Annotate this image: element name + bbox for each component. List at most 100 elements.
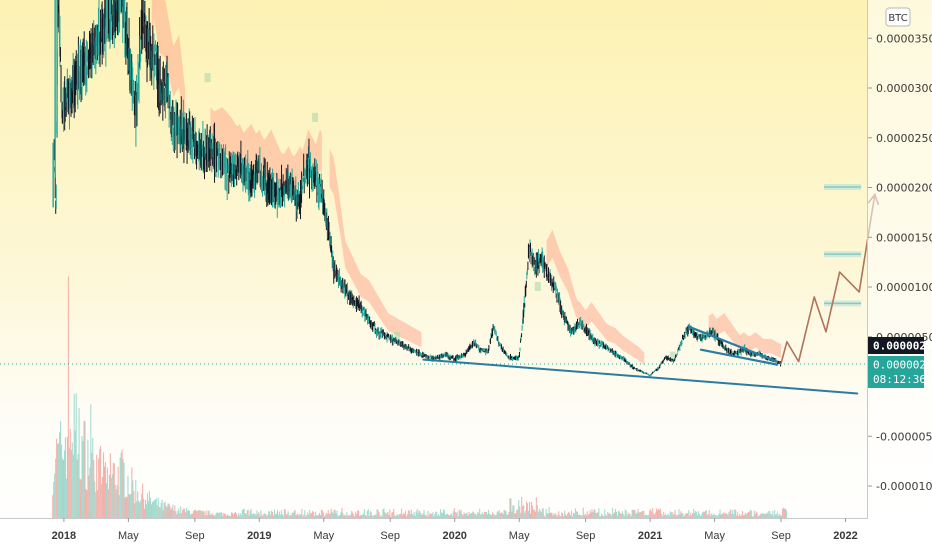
volume-bar (698, 513, 701, 518)
time-tick-label: May (118, 530, 139, 542)
volume-bar (333, 509, 335, 518)
volume-bar (623, 515, 625, 518)
volume-bar (168, 503, 170, 518)
time-tick-label: Sep (185, 530, 205, 542)
volume-bar (746, 513, 748, 518)
volume-bar (652, 508, 654, 518)
volume-bar (658, 509, 661, 518)
volume-bar (132, 480, 134, 518)
volume-bar (548, 507, 550, 518)
volume-bar (219, 512, 221, 518)
price-axis[interactable]: BTC 0.00003500 0.00003000 0.00002500 0.0000… (867, 0, 932, 518)
volume-bar (369, 510, 371, 518)
volume-bar (600, 516, 602, 518)
volume-bar (194, 509, 196, 518)
volume-bar (757, 516, 759, 518)
volume-bar (553, 513, 555, 518)
volume-bar (210, 513, 212, 518)
volume-bar (347, 515, 349, 518)
volume-bar (259, 516, 261, 518)
volume-bar (332, 513, 334, 518)
volume-bar (726, 513, 728, 518)
chart-drawings[interactable] (0, 184, 880, 395)
volume-bar (699, 516, 702, 518)
volume-bar (173, 510, 175, 518)
volume-bar (87, 439, 89, 518)
cloud-segment (534, 282, 541, 292)
volume-bar (68, 447, 70, 518)
volume-bar (393, 508, 395, 518)
volume-bar (474, 513, 476, 518)
volume-bar (120, 452, 122, 518)
volume-bar (399, 514, 401, 518)
volume-bar (542, 508, 544, 518)
volume-bar (541, 508, 543, 518)
volume-bar (760, 513, 762, 518)
volume-bar (267, 515, 269, 518)
volume-bar (362, 513, 364, 518)
volume-bar (202, 510, 204, 518)
volume-bar (647, 515, 649, 518)
volume-bar (251, 514, 253, 518)
volume-bar (681, 513, 683, 518)
volume-bar (284, 509, 286, 518)
volume-bar (379, 516, 381, 518)
volume-bar (176, 514, 178, 518)
volume-bar (283, 509, 285, 518)
volume-bar (663, 515, 665, 518)
volume-bar (531, 505, 533, 518)
volume-bar (340, 512, 342, 518)
volume-bar (429, 512, 431, 518)
volume-bar (738, 516, 740, 518)
volume-bar (693, 508, 695, 518)
volume-bar (343, 515, 345, 518)
currency-badge (885, 7, 911, 27)
time-axis[interactable]: 2018 May Sep 2019 May Sep 2020 May Sep 2021 May Sep… (0, 518, 932, 550)
volume-bar (504, 510, 506, 518)
volume-bar (605, 514, 607, 518)
volume-bar (580, 515, 582, 518)
volume-bar (377, 509, 379, 518)
volume-bar (742, 515, 745, 518)
volume-bar (426, 516, 428, 518)
volume-bar (60, 421, 62, 518)
volume-bar (532, 509, 534, 518)
volume-bar (411, 513, 413, 518)
volume-bar (713, 513, 715, 518)
volume-bar (289, 514, 291, 518)
volume-bar (165, 505, 167, 518)
volume-bar (505, 511, 507, 518)
volume-bar (297, 513, 299, 518)
volume-bar (307, 512, 309, 518)
volume-bar (744, 512, 746, 518)
volume-bar (161, 499, 163, 518)
volume-bar (595, 513, 597, 518)
volume-bar (417, 513, 419, 518)
volume-bar (319, 515, 321, 518)
volume-bar (288, 515, 290, 518)
volume-bar (704, 510, 706, 518)
volume-bar (197, 510, 199, 518)
volume-bar (134, 503, 136, 518)
volume-bar (635, 513, 637, 518)
volume-bar (270, 514, 272, 518)
volume-bar (263, 513, 265, 518)
volume-bar (710, 513, 712, 518)
volume-bar (574, 508, 576, 518)
volume-bar (356, 514, 358, 518)
volume-bar (665, 515, 667, 518)
volume-bar (220, 512, 222, 518)
volume-bar (246, 510, 248, 518)
volume-bar (653, 513, 655, 518)
volume-bar (626, 515, 628, 518)
volume-bar (306, 514, 308, 518)
volume-bar (754, 514, 756, 518)
volume-bar (243, 508, 245, 518)
volume-bar (700, 514, 703, 518)
volume-bar (589, 510, 591, 518)
volume-bar (109, 453, 111, 518)
price-tick-label: -0.00000500 (876, 430, 932, 443)
volume-bar (784, 508, 787, 518)
volume-bar (730, 509, 732, 518)
